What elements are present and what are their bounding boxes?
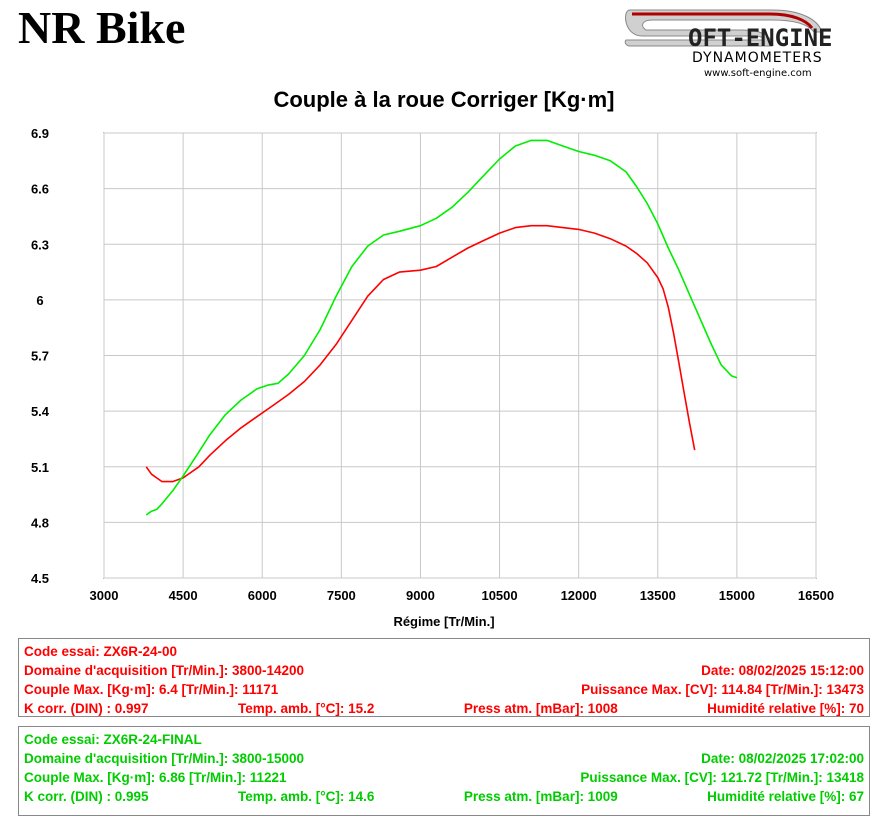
- y-tick-label: 4.5: [31, 571, 49, 586]
- x-tick-label: 10500: [481, 588, 517, 603]
- page-title: NR Bike: [18, 2, 186, 53]
- logo-url: www.soft-engine.com: [704, 68, 812, 79]
- x-tick-label: 6000: [248, 588, 277, 603]
- y-tick-label: 4.8: [31, 515, 49, 530]
- series-line-1: [145, 224, 696, 483]
- soft-engine-logo: OFT-ENGINE DYNAMOMETERS www.soft-engine.…: [624, 9, 833, 79]
- x-axis-ticks: 3000 4500 6000 7500 9000 10500 12000 13500 15000…: [90, 588, 835, 603]
- x-tick-label: 3000: [90, 588, 119, 603]
- run2-temp: Temp. amb. [°C]: 14.6: [238, 789, 375, 804]
- run1-puissance-max: Puissance Max. [CV]: 114.84 [Tr/Min.]: 1…: [581, 682, 864, 697]
- y-tick-label: 5.7: [31, 349, 49, 364]
- x-tick-label: 4500: [169, 588, 198, 603]
- torque-chart: Couple à la roue Corriger [Kg·m] 3000 450…: [31, 87, 835, 629]
- run-info-box-2: Code essai: ZX6R-24-FINAL Domaine d'acqu…: [18, 726, 870, 816]
- run1-code: Code essai: ZX6R-24-00: [24, 644, 178, 659]
- series-group: [145, 139, 738, 516]
- run1-domain: Domaine d'acquisition [Tr/Min.]: 3800-14…: [24, 663, 305, 678]
- run-info-box-1: Code essai: ZX6R-24-00 Domaine d'acquisi…: [18, 638, 870, 717]
- grid-lines: [103, 132, 817, 579]
- logo-subtitle: DYNAMOMETERS: [692, 50, 823, 66]
- y-axis-ticks: 4.5 4.8 5.1 5.4 5.7 6 6.3 6.6 6.9: [31, 126, 50, 586]
- run2-date: Date: 08/02/2025 17:02:00: [701, 751, 864, 766]
- y-tick-label: 5.4: [31, 404, 50, 419]
- run2-puissance-max: Puissance Max. [CV]: 121.72 [Tr/Min.]: 1…: [580, 770, 864, 785]
- x-tick-label: 12000: [561, 588, 597, 603]
- run2-kcorr: K corr. (DIN) : 0.995: [24, 789, 149, 804]
- run2-couple-max: Couple Max. [Kg·m]: 6.86 [Tr/Min.]: 1122…: [24, 770, 287, 785]
- y-tick-label: 6.3: [31, 237, 49, 252]
- run2-humid: Humidité relative [%]: 67: [707, 789, 864, 804]
- x-tick-label: 16500: [798, 588, 834, 603]
- run1-press: Press atm. [mBar]: 1008: [463, 701, 618, 716]
- y-tick-label: 6: [36, 293, 43, 308]
- logo-swoosh-shape: [624, 9, 823, 47]
- y-tick-label: 6.6: [31, 182, 49, 197]
- x-axis-label: Régime [Tr/Min.]: [393, 614, 494, 629]
- x-tick-label: 9000: [406, 588, 435, 603]
- x-tick-label: 15000: [719, 588, 755, 603]
- x-tick-label: 7500: [327, 588, 356, 603]
- y-tick-label: 6.9: [31, 126, 49, 141]
- run2-code: Code essai: ZX6R-24-FINAL: [24, 732, 202, 747]
- y-tick-label: 5.1: [31, 460, 49, 475]
- logo-name: OFT-ENGINE: [688, 24, 833, 52]
- series-line-2: [145, 139, 738, 516]
- logo-swoosh-accent: [632, 12, 814, 29]
- run1-kcorr: K corr. (DIN) : 0.997: [24, 701, 149, 716]
- run2-domain: Domaine d'acquisition [Tr/Min.]: 3800-15…: [24, 751, 305, 766]
- chart-title: Couple à la roue Corriger [Kg·m]: [273, 87, 614, 112]
- run1-couple-max: Couple Max. [Kg·m]: 6.4 [Tr/Min.]: 11171: [24, 682, 279, 697]
- x-tick-label: 13500: [640, 588, 676, 603]
- run2-press: Press atm. [mBar]: 1009: [463, 789, 618, 804]
- run1-temp: Temp. amb. [°C]: 15.2: [238, 701, 375, 716]
- run1-humid: Humidité relative [%]: 70: [707, 701, 864, 716]
- run1-date: Date: 08/02/2025 15:12:00: [701, 663, 864, 678]
